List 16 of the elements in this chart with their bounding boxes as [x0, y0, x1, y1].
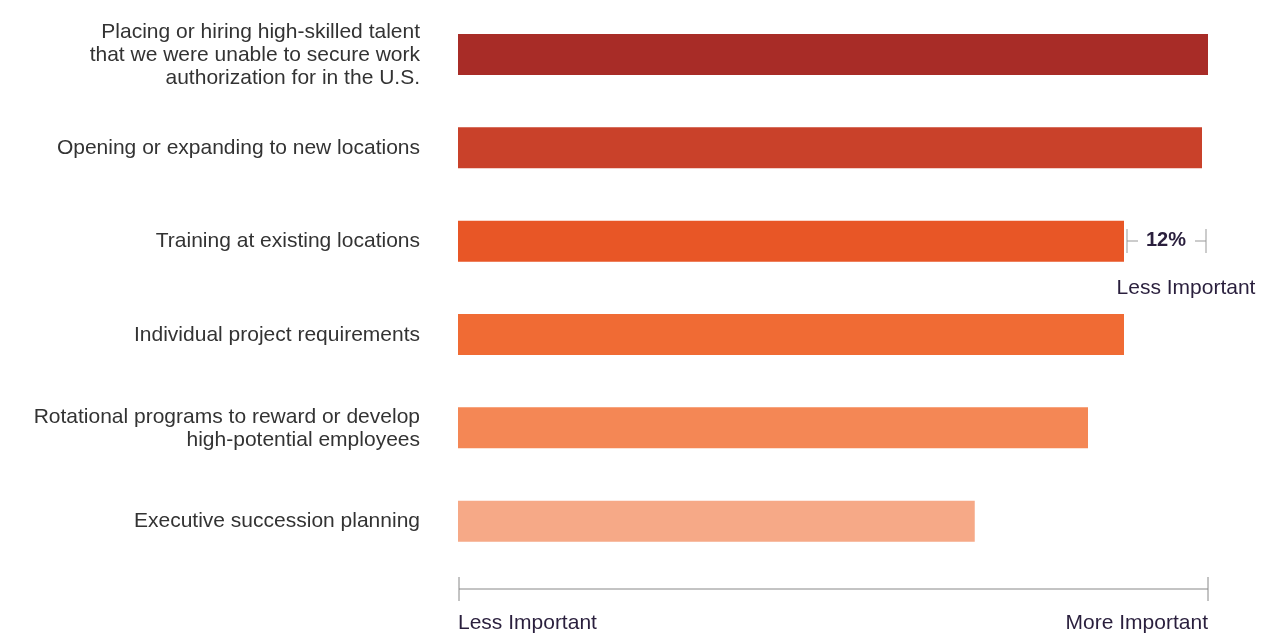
y-tick-label: Placing or hiring high-skilled talent that we were unable to secure work authorization for in the U.S.	[89, 18, 421, 88]
text: More Important	[1065, 610, 1208, 634]
annotation: 12%	[1144, 228, 1188, 252]
bar	[458, 500, 975, 542]
y-tick-label: Rotational programs to reward or develop high-potential employees	[33, 403, 420, 450]
text: Less Important	[458, 610, 597, 634]
bar	[458, 314, 1124, 355]
bar	[458, 127, 1202, 169]
bar	[458, 407, 1088, 449]
y-tick-label: Executive succession planning	[133, 507, 420, 531]
y-tick-label: Training at existing locations	[155, 227, 420, 251]
y-tick-label: Opening or expanding to new locations	[56, 134, 420, 158]
annotation: Less Important	[1115, 275, 1257, 300]
bar	[458, 220, 1124, 262]
bar	[458, 34, 1208, 75]
y-tick-label: Individual project requirements	[134, 321, 420, 345]
